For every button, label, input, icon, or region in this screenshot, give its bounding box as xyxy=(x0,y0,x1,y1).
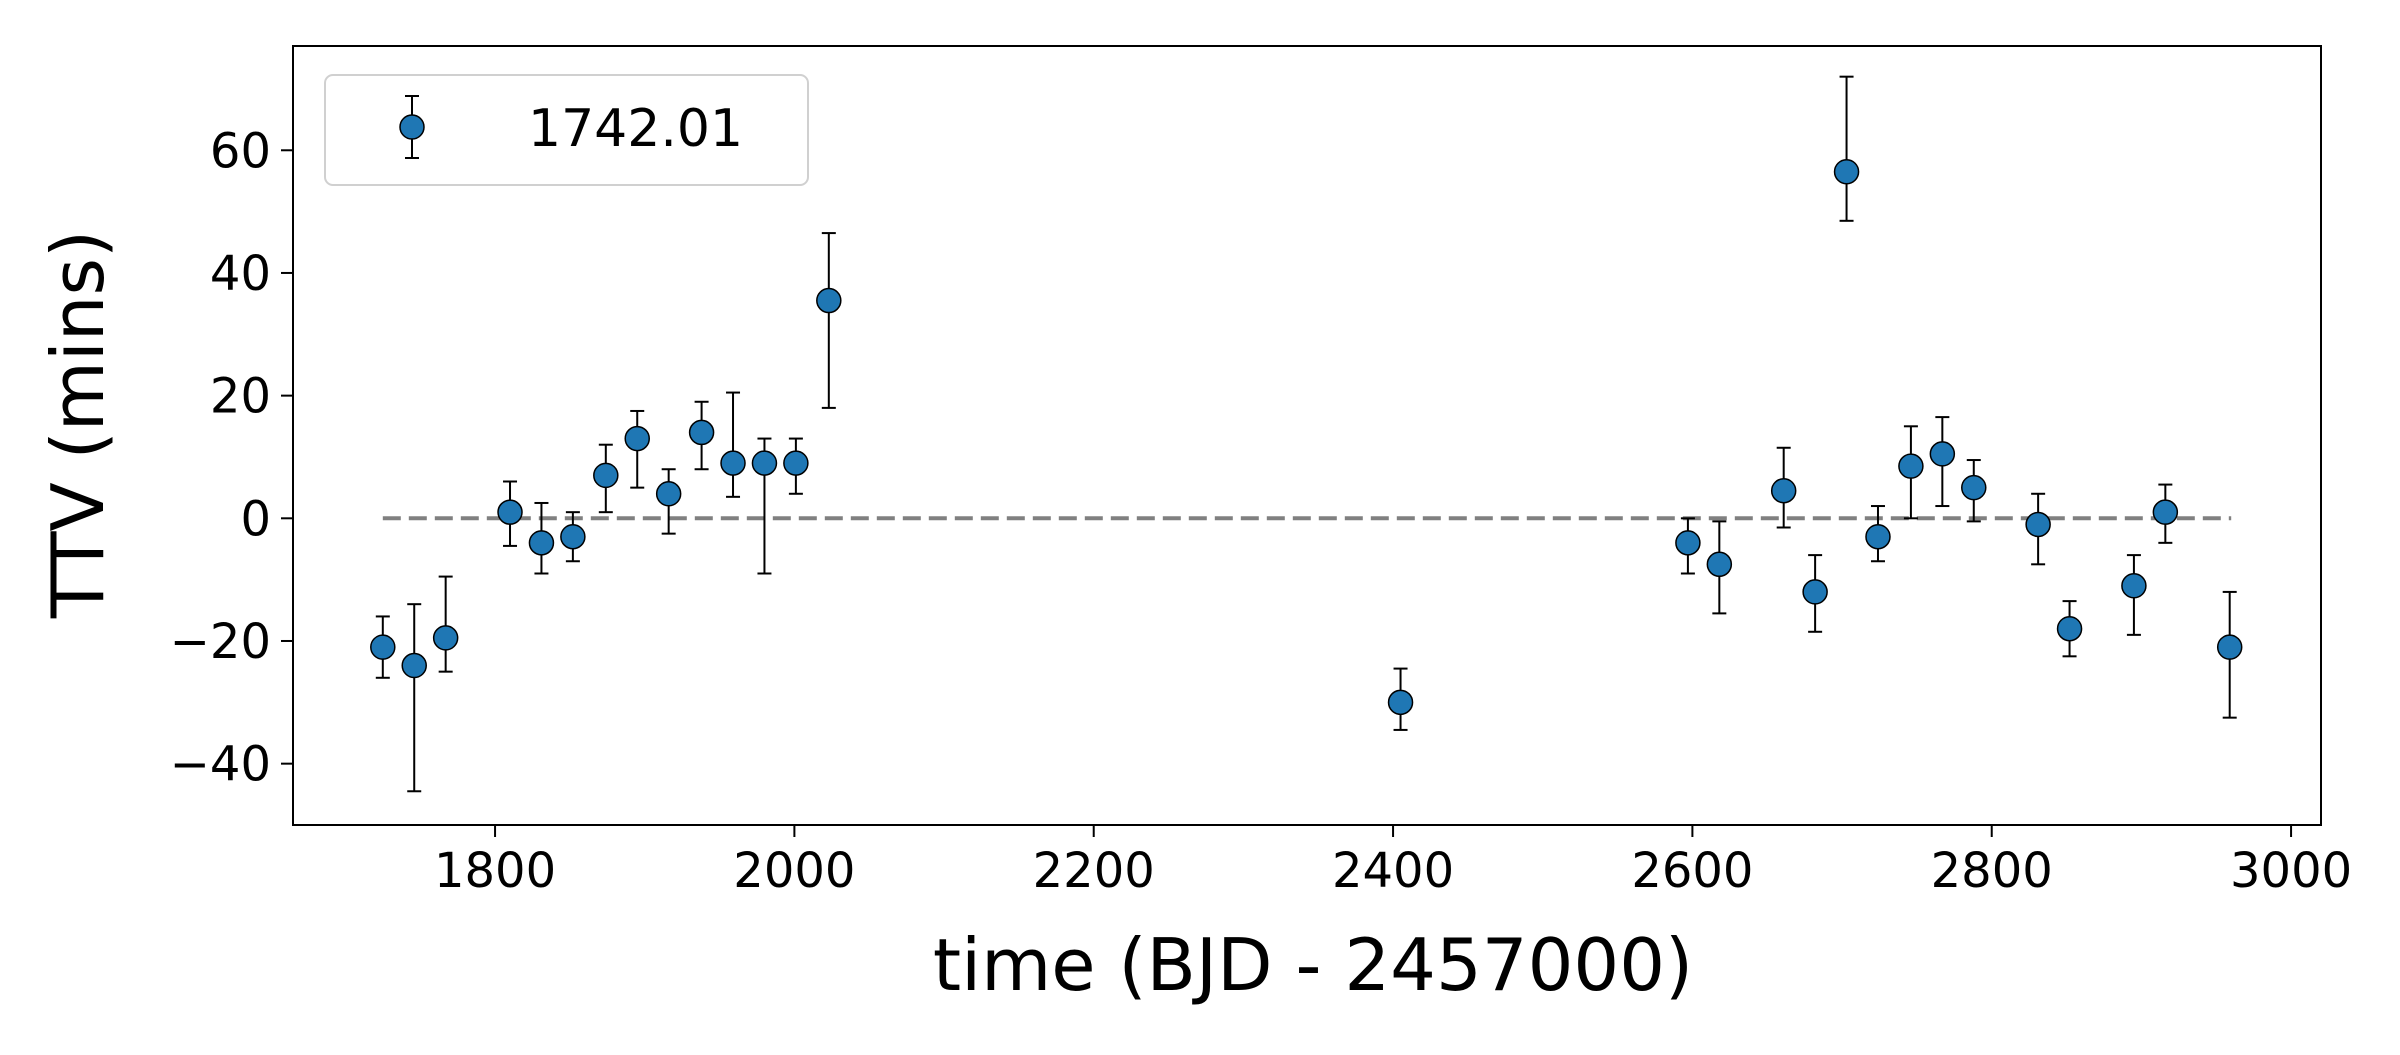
data-point xyxy=(1802,579,1828,605)
x-tick-label: 3000 xyxy=(2230,843,2352,899)
y-tick-label: −40 xyxy=(170,737,271,793)
data-point xyxy=(497,499,523,525)
data-point xyxy=(370,634,396,660)
data-point xyxy=(528,530,555,556)
x-tick-label: 1800 xyxy=(434,843,556,899)
data-point xyxy=(432,625,459,651)
data-point xyxy=(1865,523,1891,550)
legend-marker xyxy=(399,114,425,140)
data-point xyxy=(624,425,650,452)
x-tick-label: 2200 xyxy=(1033,843,1155,899)
data-point xyxy=(816,287,842,314)
axes-layer: 1800 2000 2200 2400 2600 2800 3000 −40 −20 0 20 40 6… xyxy=(170,45,2352,899)
x-tick-label: 2000 xyxy=(733,843,855,899)
y-tick-label: 60 xyxy=(210,123,271,179)
x-tick-label: 2400 xyxy=(1332,843,1454,899)
y-tick-label: −20 xyxy=(170,614,271,670)
legend-label: 1742.01 xyxy=(528,99,743,159)
x-axis-title: time (BJD - 2457000) xyxy=(933,923,1693,1007)
data-point xyxy=(2056,615,2083,642)
x-tick-label: 2600 xyxy=(1631,843,1753,899)
data-point xyxy=(2025,511,2051,538)
plot-frame xyxy=(292,45,2322,826)
y-axis-title: TTV (mins) xyxy=(36,230,120,619)
data-point xyxy=(783,450,809,476)
data-point xyxy=(1898,453,1924,479)
data-point xyxy=(688,419,715,446)
y-tick-label: 40 xyxy=(210,246,271,302)
data-point xyxy=(1961,474,1987,501)
data-point xyxy=(2121,573,2147,599)
data-point xyxy=(1706,551,1733,578)
data-point xyxy=(1675,530,1701,556)
data-point xyxy=(1387,689,1414,716)
data-point xyxy=(720,450,746,476)
x-tick-label: 2800 xyxy=(1931,843,2053,899)
legend-box xyxy=(324,74,809,186)
data-point xyxy=(751,450,778,476)
y-tick-label: 0 xyxy=(240,491,271,547)
data-point xyxy=(1770,477,1797,504)
data-point xyxy=(1929,441,1956,467)
data-point xyxy=(1833,158,1860,185)
data-layer xyxy=(370,75,2243,793)
data-point xyxy=(2216,634,2243,660)
data-point xyxy=(560,523,586,550)
y-tick-label: 20 xyxy=(210,369,271,425)
legend: 1742.01 xyxy=(324,74,809,186)
data-point xyxy=(593,462,619,489)
data-point xyxy=(401,652,427,679)
data-point xyxy=(2152,499,2179,525)
data-point xyxy=(655,481,682,507)
